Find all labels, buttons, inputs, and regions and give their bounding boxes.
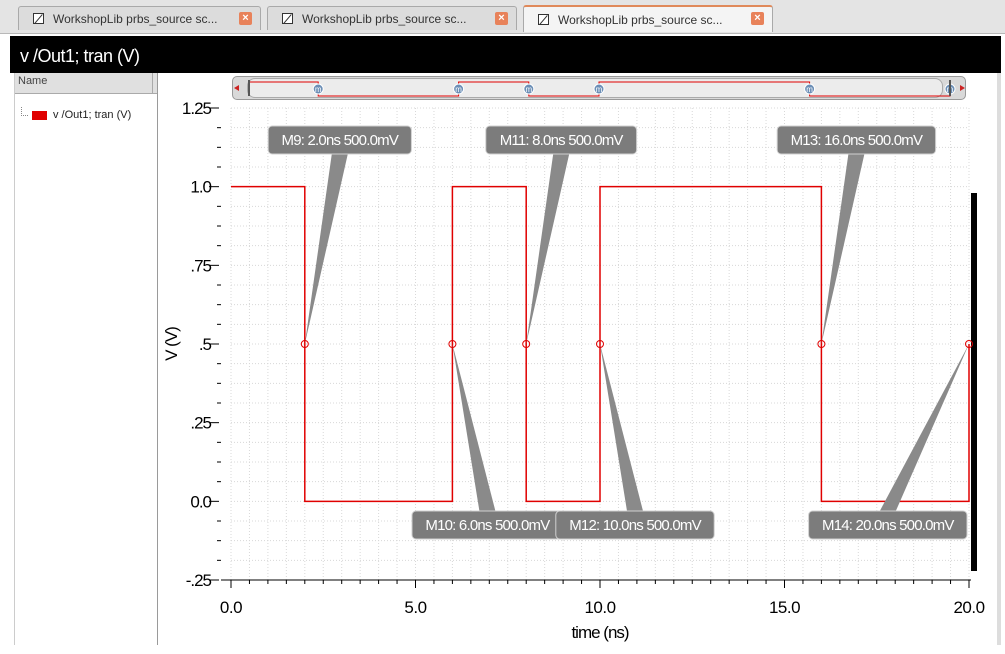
- marker-pointer: [600, 344, 643, 511]
- x-tick-label: 15.0: [769, 598, 800, 617]
- right-edge: [997, 73, 1001, 645]
- marker-pointer: [821, 154, 865, 344]
- marker-pointer: [304, 154, 348, 344]
- marker-m13: M13: 16.0ns 500.0mV: [776, 125, 937, 348]
- marker-label-box: [776, 125, 937, 155]
- marker-label-box: [808, 510, 968, 540]
- marker-pointer: [452, 344, 496, 511]
- marker-point: [596, 340, 604, 348]
- tab-2[interactable]: WorkshopLib prbs_source sc... ×: [267, 6, 517, 30]
- marker-m12: M12: 10.0ns 500.0mV: [555, 340, 715, 540]
- plot-grid: [230, 107, 970, 581]
- signal-list-panel: Name v /Out1; tran (V): [14, 73, 158, 645]
- list-header[interactable]: Name: [15, 73, 157, 94]
- tab-1[interactable]: WorkshopLib prbs_source sc... ×: [18, 6, 261, 30]
- marker-pointer: [879, 344, 969, 511]
- marker-label: M11: 8.0ns 500.0mV: [500, 132, 624, 149]
- y-tick-label: 1.0: [190, 178, 211, 197]
- document-icon: [538, 14, 549, 25]
- x-scrollbar-thumb[interactable]: [247, 78, 943, 98]
- marker-m14: M14: 20.0ns 500.0mV: [808, 340, 973, 540]
- marker-label-box: [485, 125, 638, 155]
- x-tick-label: 5.0: [404, 598, 426, 617]
- document-icon: [282, 13, 293, 24]
- series-line-out1: [231, 185, 970, 503]
- y-tick-label: -.25: [186, 571, 212, 590]
- y-axis-label: V (V): [162, 327, 181, 361]
- signal-list-item[interactable]: v /Out1; tran (V): [21, 106, 132, 121]
- y-tick-label: .75: [190, 256, 211, 275]
- document-icon: [33, 13, 44, 24]
- signal-label: v /Out1; tran (V): [53, 109, 132, 121]
- x-scrollbar[interactable]: [232, 76, 966, 100]
- close-icon[interactable]: ×: [239, 12, 252, 25]
- tab-bar: WorkshopLib prbs_source sc... × Workshop…: [0, 0, 1005, 34]
- tab-label: WorkshopLib prbs_source sc...: [302, 11, 467, 26]
- marker-label: M14: 20.0ns 500.0mV: [822, 517, 954, 534]
- trace-color-swatch: [32, 110, 47, 120]
- y-tick-label: 0.0: [190, 492, 211, 511]
- marker-m10: M10: 6.0ns 500.0mV: [411, 340, 564, 540]
- y-tick-label: .5: [199, 335, 212, 354]
- marker-label: M13: 16.0ns 500.0mV: [791, 132, 923, 149]
- marker-label: M12: 10.0ns 500.0mV: [569, 517, 701, 534]
- window-title: v /Out1; tran (V): [10, 36, 1001, 73]
- x-axis-label: time (ns): [571, 623, 628, 642]
- tab-3[interactable]: WorkshopLib prbs_source sc... ×: [523, 5, 773, 32]
- tree-connector: [21, 106, 28, 116]
- marker-label: M10: 6.0ns 500.0mV: [425, 517, 550, 534]
- marker-m9: M9: 2.0ns 500.0mV: [267, 125, 412, 348]
- x-tick-label: 10.0: [584, 598, 615, 617]
- x-tick-label: 20.0: [953, 598, 984, 617]
- marker-label-box: [411, 510, 564, 540]
- marker-point: [448, 340, 457, 348]
- plot-right-cursor-bar: [971, 193, 977, 571]
- marker-label-box: [555, 510, 715, 540]
- marker-point: [817, 340, 826, 348]
- close-icon[interactable]: ×: [495, 12, 508, 25]
- y-tick-label: 1.25: [182, 99, 212, 118]
- tab-label: WorkshopLib prbs_source sc...: [53, 11, 218, 26]
- marker-point: [965, 340, 973, 348]
- marker-label: M9: 2.0ns 500.0mV: [282, 132, 399, 149]
- marker-point: [300, 340, 309, 348]
- y-tick-label: .25: [190, 414, 211, 433]
- marker-point: [522, 340, 531, 348]
- close-icon[interactable]: ×: [751, 12, 764, 25]
- tab-label: WorkshopLib prbs_source sc...: [558, 12, 723, 27]
- x-tick-label: 0.0: [220, 598, 242, 617]
- marker-label-box: [267, 125, 412, 155]
- marker-m11: M11: 8.0ns 500.0mV: [485, 125, 638, 348]
- marker-pointer: [526, 154, 570, 344]
